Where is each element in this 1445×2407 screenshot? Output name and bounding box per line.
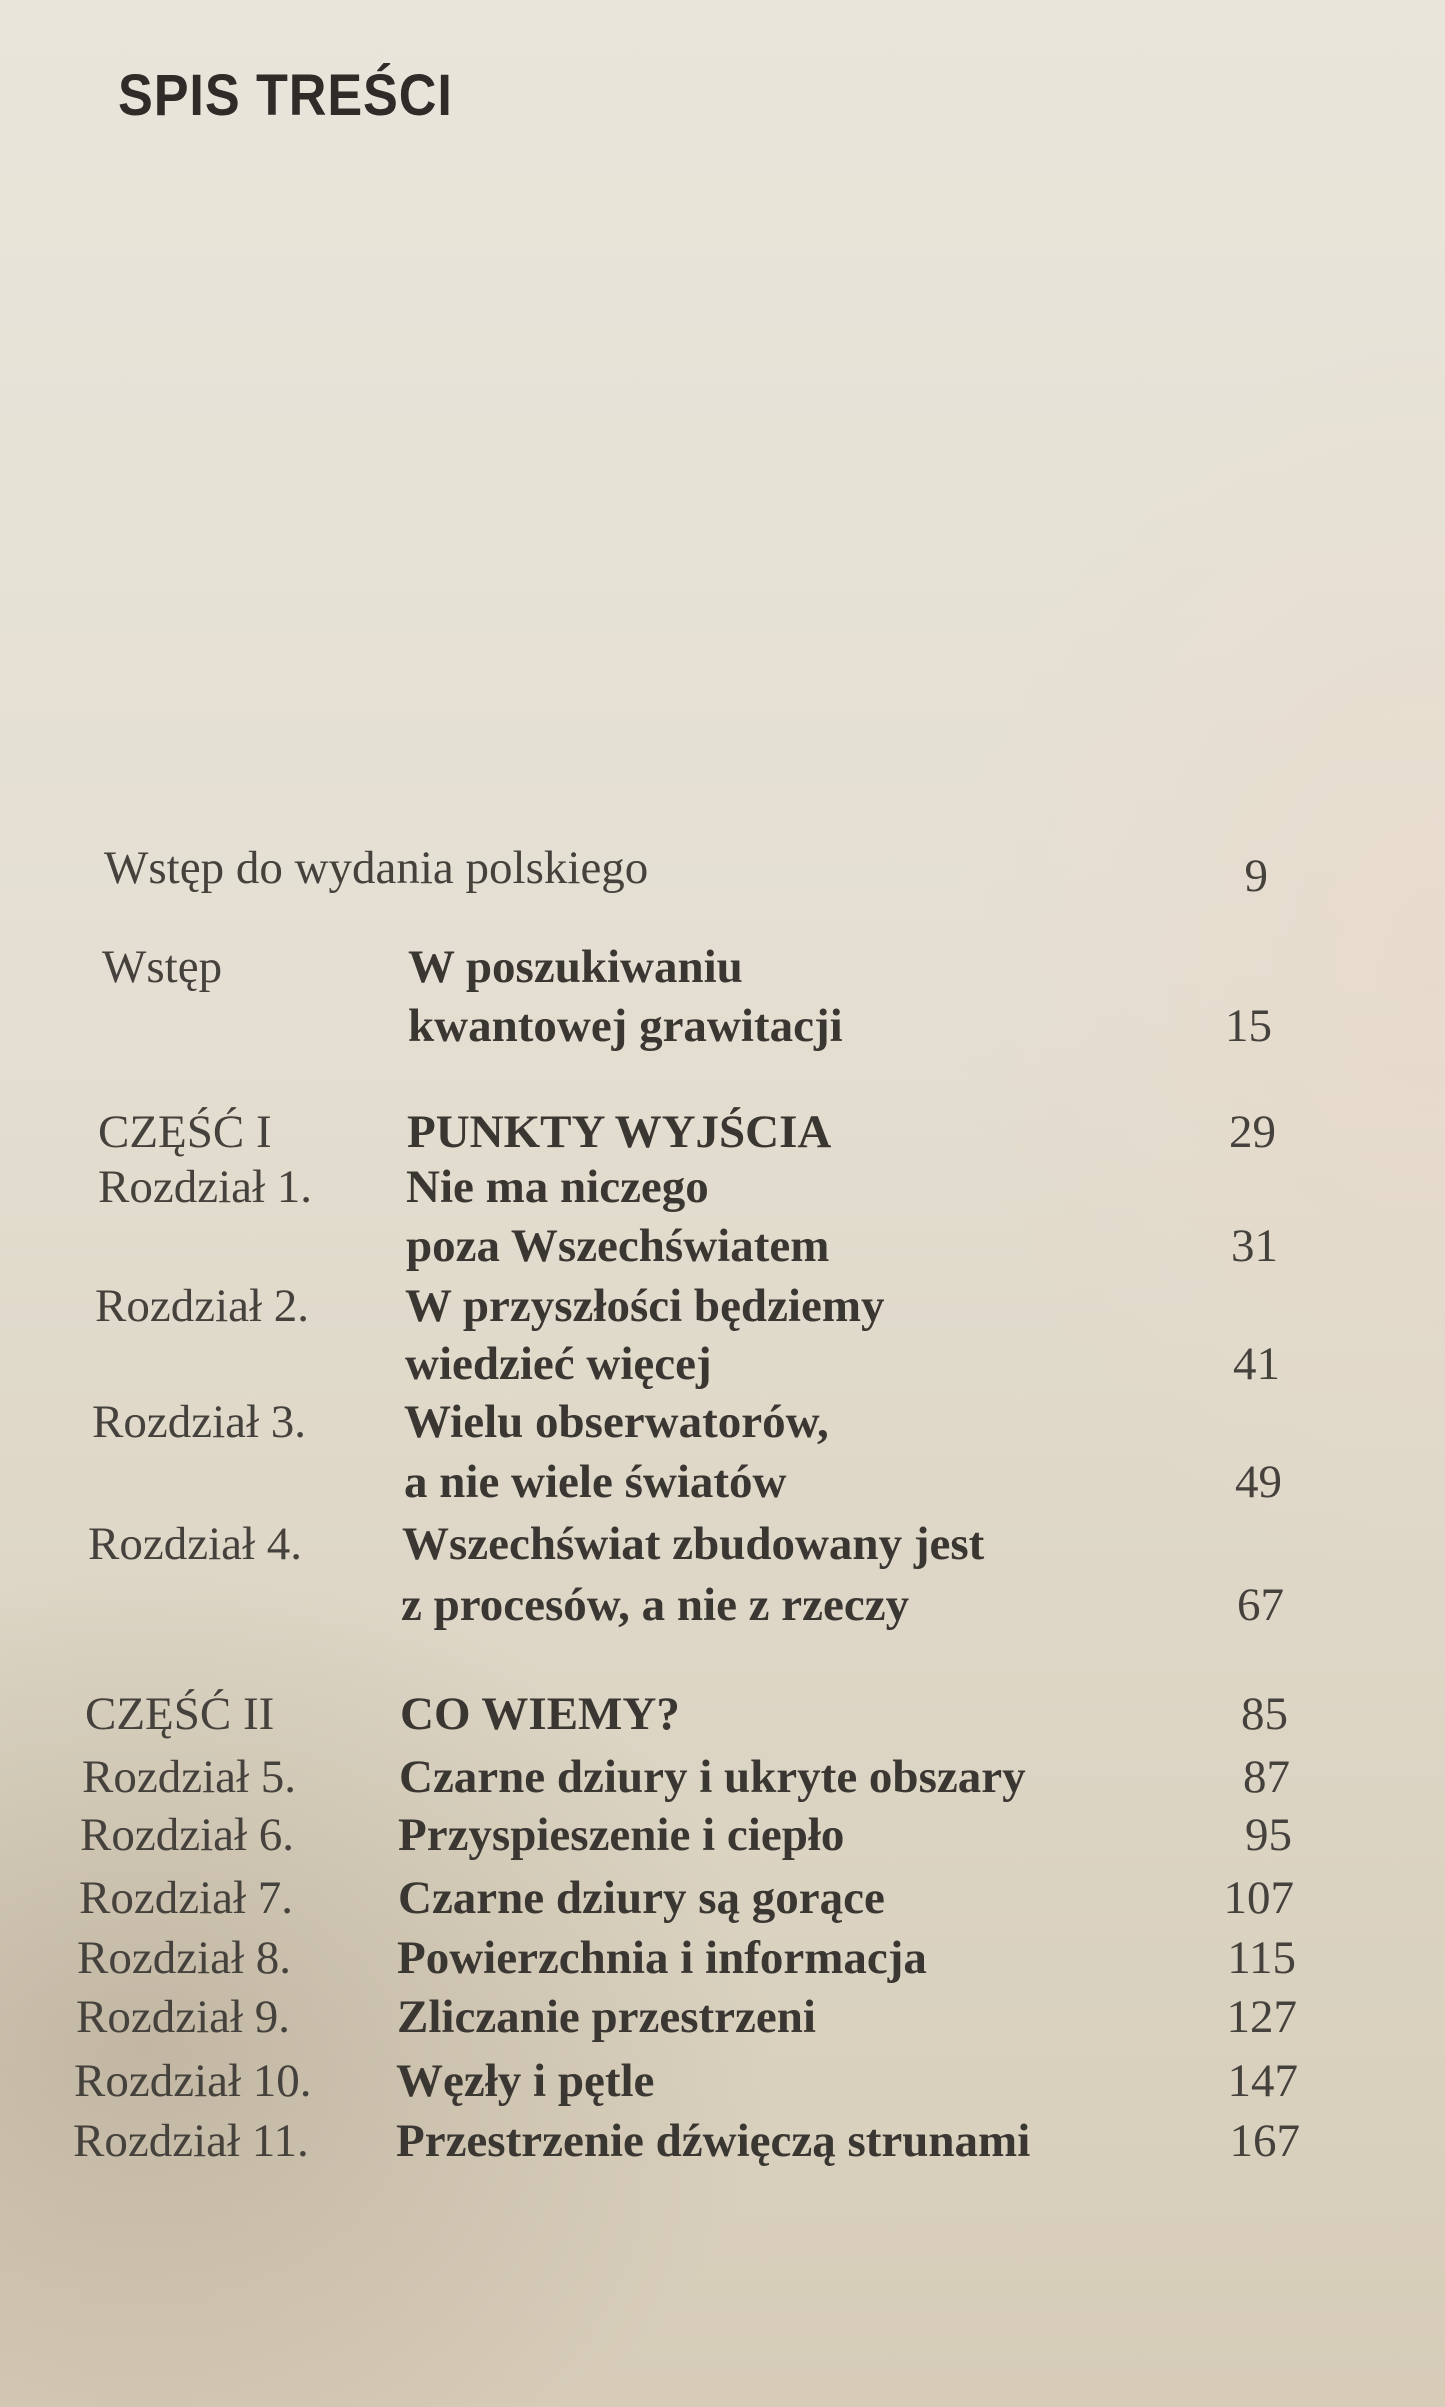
entry-label: Rozdział 8. bbox=[77, 1932, 292, 1984]
entry-page: 85 bbox=[1241, 1688, 1288, 1740]
entry-title-line2: kwantowej grawitacji bbox=[408, 1000, 843, 1052]
page-title: SPIS TREŚCI bbox=[118, 63, 453, 128]
entry-label: Wstęp do wydania polskiego bbox=[104, 842, 649, 894]
toc-entry-continuation: a nie wiele światów 49 bbox=[0, 1452, 1445, 1512]
toc-entry-continuation: wiedzieć więcej 41 bbox=[0, 1334, 1445, 1394]
entry-page: 41 bbox=[1233, 1338, 1280, 1390]
entry-title: CO WIEMY? bbox=[400, 1688, 680, 1740]
entry-label: Rozdział 10. bbox=[74, 2055, 312, 2107]
entry-title: Węzły i pętle bbox=[396, 2055, 655, 2107]
entry-label: Rozdział 1. bbox=[98, 1161, 313, 1213]
entry-page: 95 bbox=[1245, 1809, 1292, 1861]
toc-entry: Rozdział 2. W przyszłości będziemy bbox=[0, 1276, 1445, 1336]
toc-entry: Rozdział 9. Zliczanie przestrzeni 127 bbox=[0, 1987, 1445, 2047]
entry-title: Wszechświat zbudowany jest bbox=[402, 1518, 985, 1570]
entry-title-line2: z procesów, a nie z rzeczy bbox=[401, 1579, 910, 1631]
toc-entry: Rozdział 8. Powierzchnia i informacja 11… bbox=[0, 1928, 1445, 1988]
toc-entry-continuation: poza Wszechświatem 31 bbox=[0, 1216, 1445, 1276]
entry-label: Rozdział 6. bbox=[80, 1809, 295, 1861]
toc-entry: Rozdział 4. Wszechświat zbudowany jest bbox=[0, 1514, 1445, 1574]
entry-page: 127 bbox=[1226, 1991, 1298, 2043]
entry-page: 9 bbox=[1244, 850, 1269, 902]
entry-page: 31 bbox=[1231, 1220, 1278, 1272]
entry-page: 115 bbox=[1227, 1932, 1296, 1984]
entry-label: Wstęp bbox=[102, 941, 223, 993]
entry-label: Rozdział 9. bbox=[76, 1991, 291, 2043]
entry-page: 107 bbox=[1223, 1872, 1295, 1924]
entry-title: Powierzchnia i informacja bbox=[397, 1932, 927, 1984]
entry-label: Rozdział 5. bbox=[82, 1751, 297, 1803]
entry-page: 147 bbox=[1227, 2055, 1299, 2107]
entry-page: 49 bbox=[1235, 1456, 1282, 1508]
entry-title: Zliczanie przestrzeni bbox=[397, 1991, 816, 2043]
toc-entry: Rozdział 11. Przestrzenie dźwięczą strun… bbox=[0, 2111, 1445, 2171]
toc-part: CZĘŚĆ II CO WIEMY? 85 bbox=[0, 1684, 1445, 1744]
toc-entry: Wstęp do wydania polskiego 9 bbox=[0, 838, 1445, 902]
entry-label: Rozdział 4. bbox=[88, 1518, 303, 1570]
entry-title: Czarne dziury są gorące bbox=[398, 1872, 885, 1924]
entry-label: Rozdział 7. bbox=[79, 1872, 294, 1924]
entry-label: Rozdział 11. bbox=[73, 2115, 309, 2167]
entry-title: Czarne dziury i ukryte obszary bbox=[399, 1751, 1026, 1803]
entry-title: Przyspieszenie i ciepło bbox=[398, 1809, 845, 1861]
entry-title: Wielu obserwatorów, bbox=[404, 1396, 829, 1448]
entry-title: W przyszłości będziemy bbox=[405, 1280, 885, 1332]
entry-title: Nie ma niczego bbox=[406, 1161, 709, 1213]
entry-title-line2: wiedzieć więcej bbox=[405, 1338, 712, 1390]
toc-entry: Rozdział 6. Przyspieszenie i ciepło 95 bbox=[0, 1805, 1445, 1865]
toc-entry: Rozdział 3. Wielu obserwatorów, bbox=[0, 1392, 1445, 1452]
entry-label: CZĘŚĆ II bbox=[85, 1688, 275, 1740]
toc-entry-continuation: z procesów, a nie z rzeczy 67 bbox=[0, 1575, 1445, 1635]
entry-page: 87 bbox=[1243, 1751, 1290, 1803]
toc-entry: Wstęp W poszukiwaniu bbox=[0, 937, 1445, 997]
entry-page: 15 bbox=[1225, 1000, 1272, 1052]
entry-page: 29 bbox=[1229, 1106, 1276, 1158]
entry-page: 167 bbox=[1229, 2115, 1301, 2167]
entry-label: Rozdział 3. bbox=[92, 1396, 307, 1448]
entry-label: CZĘŚĆ I bbox=[98, 1106, 272, 1158]
entry-title: PUNKTY WYJŚCIA bbox=[407, 1106, 832, 1158]
entry-title: W poszukiwaniu bbox=[408, 941, 743, 993]
toc-entry: Rozdział 5. Czarne dziury i ukryte obsza… bbox=[0, 1747, 1445, 1807]
entry-title-line2: poza Wszechświatem bbox=[406, 1220, 830, 1272]
toc-entry: Rozdział 7. Czarne dziury są gorące 107 bbox=[0, 1868, 1445, 1928]
entry-label: Rozdział 2. bbox=[95, 1280, 310, 1332]
entry-title-line2: a nie wiele światów bbox=[404, 1456, 787, 1508]
toc-entry-continuation: kwantowej grawitacji 15 bbox=[0, 996, 1445, 1056]
toc-part: CZĘŚĆ I PUNKTY WYJŚCIA 29 bbox=[0, 1102, 1445, 1162]
entry-page: 67 bbox=[1237, 1579, 1284, 1631]
entry-title: Przestrzenie dźwięczą strunami bbox=[396, 2115, 1031, 2167]
toc-entry: Rozdział 1. Nie ma niczego bbox=[0, 1157, 1445, 1217]
toc-entry: Rozdział 10. Węzły i pętle 147 bbox=[0, 2051, 1445, 2111]
